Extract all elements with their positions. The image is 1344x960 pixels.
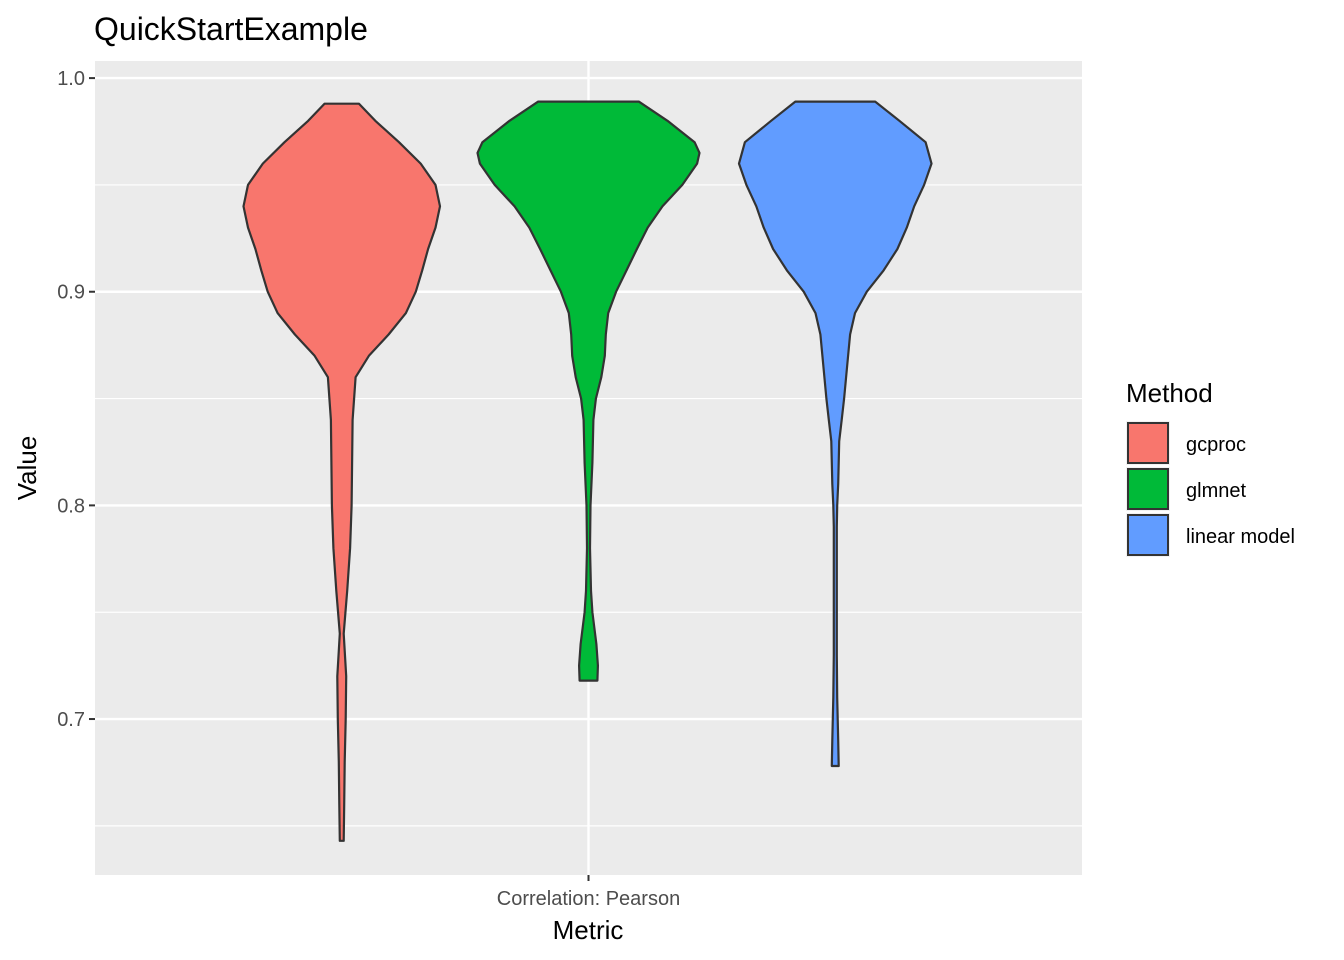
legend: Method gcproc glmnet linear model bbox=[1126, 378, 1295, 557]
y-tick-label: 0.8 bbox=[57, 495, 85, 517]
legend-swatch bbox=[1127, 422, 1169, 464]
y-axis: 0.7 0.8 0.9 1.0 bbox=[57, 68, 95, 731]
legend-label: gcproc bbox=[1186, 434, 1246, 456]
x-axis-title: Metric bbox=[553, 915, 624, 945]
legend-label: glmnet bbox=[1186, 480, 1246, 502]
violin-gcproc bbox=[242, 102, 442, 842]
violins bbox=[242, 100, 933, 842]
violin-linear-model bbox=[737, 100, 933, 768]
legend-label: linear model bbox=[1186, 526, 1295, 548]
y-tick-label: 0.9 bbox=[57, 282, 85, 304]
y-tick-label: 1.0 bbox=[57, 68, 85, 90]
legend-swatch bbox=[1127, 468, 1169, 510]
chart-title: QuickStartExample bbox=[94, 11, 368, 47]
legend-title: Method bbox=[1126, 378, 1213, 408]
x-axis: Correlation: Pearson bbox=[497, 875, 680, 910]
legend-swatch bbox=[1127, 514, 1169, 556]
y-axis-title: Value bbox=[12, 436, 42, 501]
x-tick-label: Correlation: Pearson bbox=[497, 888, 680, 910]
violin-glmnet bbox=[476, 100, 701, 682]
y-tick-label: 0.7 bbox=[57, 709, 85, 731]
